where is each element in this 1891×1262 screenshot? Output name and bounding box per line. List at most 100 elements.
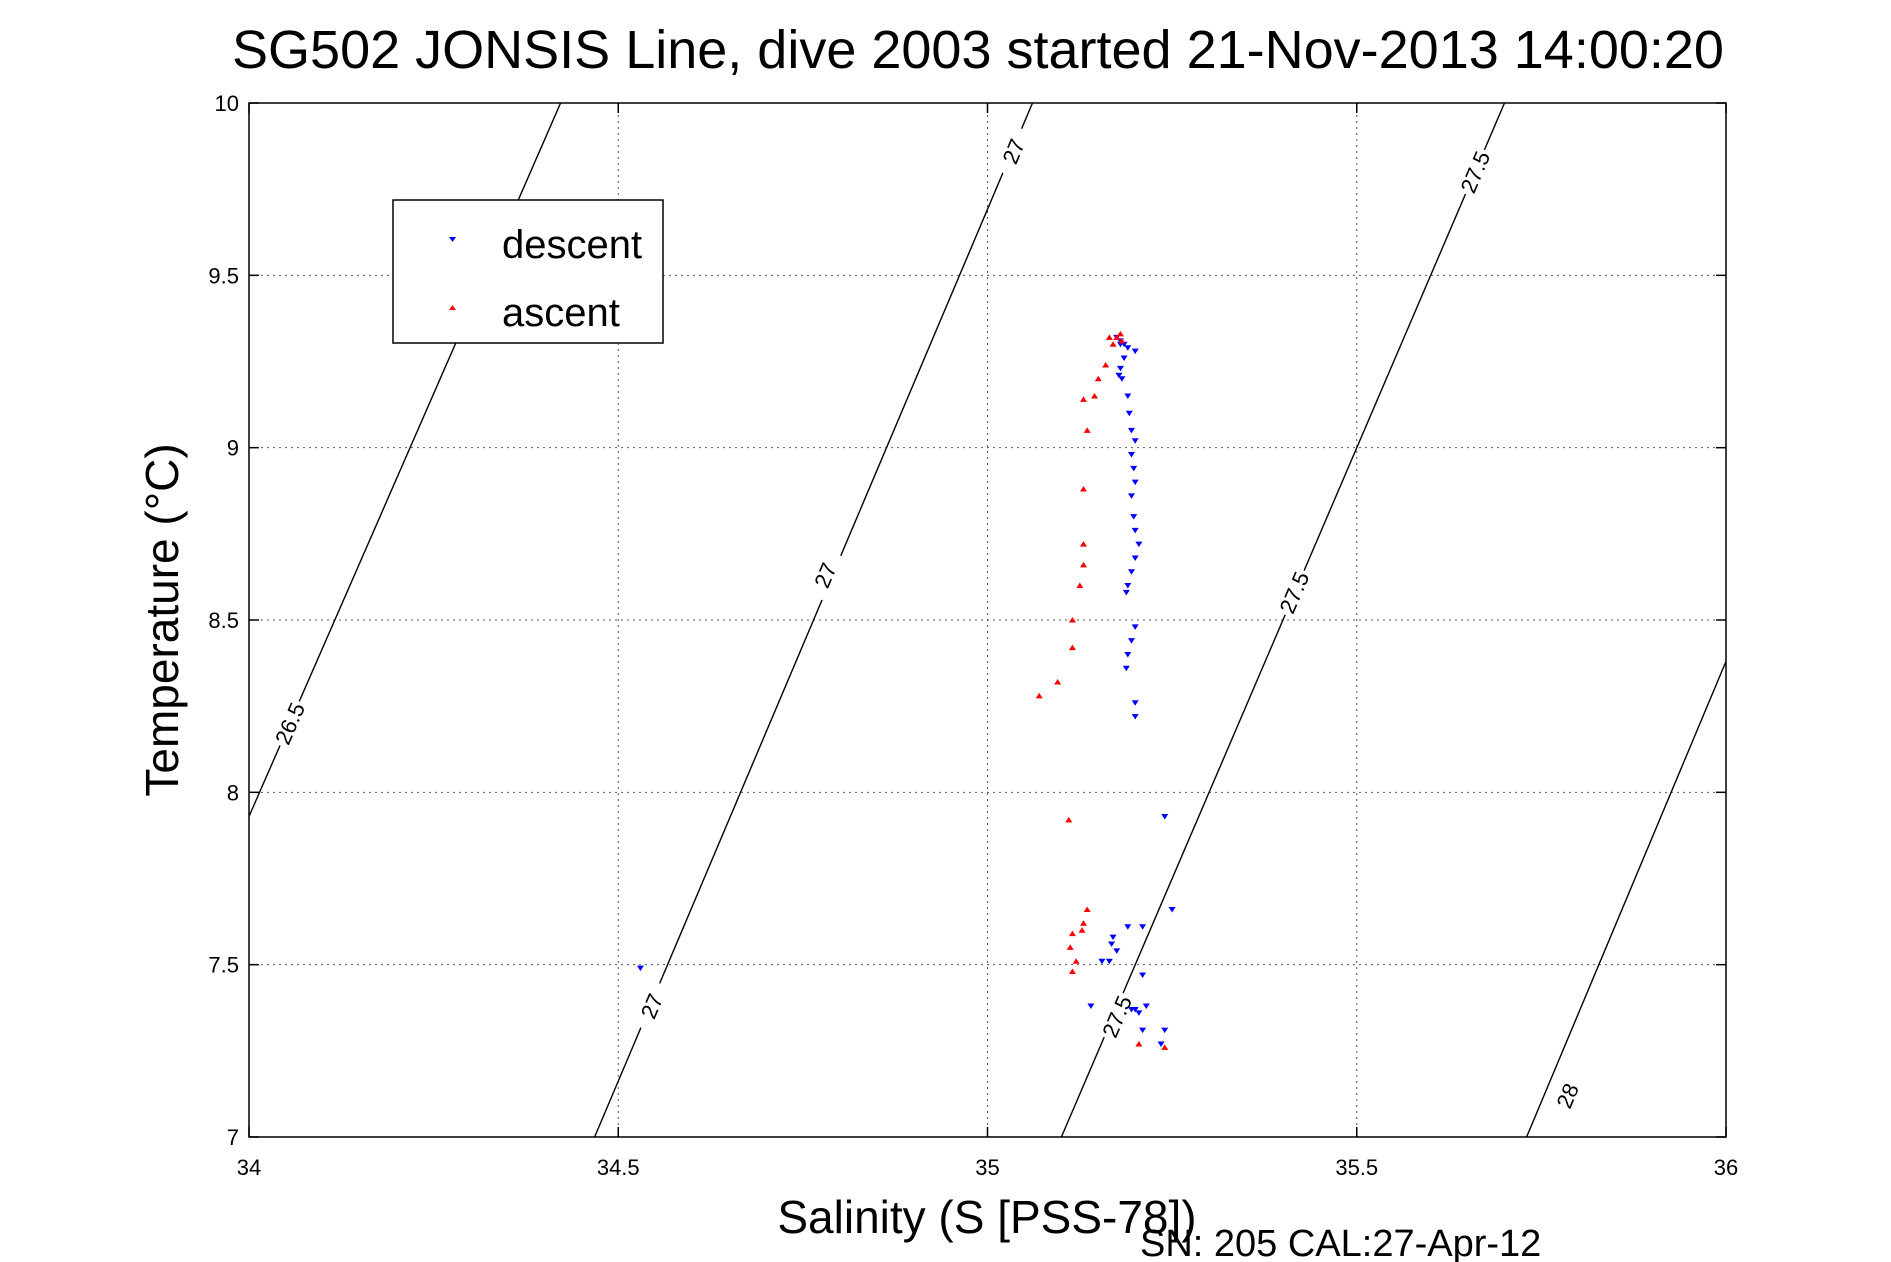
- descent-point: [1139, 1027, 1147, 1034]
- descent-point: [1128, 493, 1136, 499]
- ascent-point: [1068, 644, 1076, 651]
- ascent-point: [1113, 334, 1121, 340]
- x-tick-label: 35: [975, 1155, 999, 1180]
- ascent-point: [1080, 561, 1088, 568]
- calibration-note: SN: 205 CAL:27-Apr-12: [1140, 1223, 1541, 1262]
- descent-point: [1087, 1003, 1095, 1010]
- x-tick-label: 34.5: [597, 1155, 640, 1180]
- y-tick-label: 7.5: [208, 953, 239, 978]
- descent-point: [1139, 924, 1147, 930]
- descent-point: [636, 965, 644, 972]
- ascent-point: [1083, 906, 1091, 913]
- x-tick-label: 34: [237, 1155, 261, 1180]
- y-axis-label: Temperature (°C): [136, 443, 188, 796]
- legend: descent ascent: [392, 199, 664, 344]
- x-axis-label: Salinity (S [PSS-78]): [777, 1191, 1196, 1243]
- descent-point: [1124, 393, 1132, 399]
- descent-point: [1125, 410, 1133, 417]
- ascent-point: [1054, 679, 1062, 685]
- descent-point: [1108, 941, 1116, 947]
- ascent-point: [1094, 375, 1102, 382]
- descent-point: [1142, 1003, 1150, 1010]
- isopycnal-label-background: [993, 124, 1033, 178]
- ascent-point: [1091, 392, 1099, 399]
- descent-point: [1131, 624, 1139, 630]
- isopycnal-label-background: [805, 548, 845, 602]
- ascent-point: [1083, 427, 1091, 433]
- ascent-point: [1080, 541, 1088, 547]
- ascent-point: [1068, 968, 1076, 975]
- descent-point: [1118, 376, 1126, 382]
- descent-point: [1139, 972, 1147, 979]
- isopycnal-label-background: [632, 979, 672, 1033]
- isopycnal-label-background: [1547, 1069, 1587, 1122]
- descent-point: [1098, 958, 1106, 965]
- descent-point: [1161, 1027, 1169, 1034]
- descent-point: [1131, 348, 1139, 355]
- ascent-point: [1161, 1044, 1169, 1050]
- isopycnal-label-background: [269, 696, 310, 750]
- isopycnal-label: 27.5: [1455, 147, 1495, 196]
- ascent-point: [1135, 1040, 1143, 1047]
- legend-descent-marker: [449, 237, 456, 242]
- isopycnal-label-background: [1455, 145, 1495, 199]
- descent-point: [1124, 651, 1132, 658]
- descent-point: [1131, 714, 1139, 720]
- ascent-point: [1080, 920, 1088, 926]
- y-tick-label: 7: [227, 1125, 239, 1150]
- descent-point: [1128, 452, 1136, 458]
- descent-point: [1124, 583, 1132, 589]
- descent-point: [1109, 934, 1117, 941]
- y-tick-label: 9.5: [208, 263, 239, 288]
- descent-point: [1122, 665, 1130, 672]
- data-points: [636, 330, 1176, 1050]
- descent-point: [1128, 638, 1136, 644]
- descent-point: [1128, 427, 1136, 434]
- descent-point: [1116, 365, 1124, 372]
- legend-ascent-label: ascent: [502, 291, 620, 335]
- descent-point: [1124, 924, 1132, 930]
- descent-point: [1120, 355, 1128, 362]
- x-tick-label: 35.5: [1335, 1155, 1378, 1180]
- ascent-point: [1065, 816, 1073, 823]
- descent-point: [1113, 948, 1121, 954]
- ascent-point: [1109, 341, 1117, 347]
- ascent-point: [1066, 944, 1074, 950]
- isopycnal-label-background: [1274, 566, 1314, 619]
- chart-title: SG502 JONSIS Line, dive 2003 started 21-…: [232, 20, 1724, 80]
- x-tick-label: 36: [1714, 1155, 1738, 1180]
- isopycnal-line-27.5: [1060, 102, 1506, 1138]
- y-tick-label: 9: [227, 436, 239, 461]
- legend-descent-label: descent: [502, 223, 642, 267]
- descent-point: [1115, 372, 1123, 379]
- descent-point: [1161, 813, 1169, 820]
- ascent-point: [1078, 927, 1086, 933]
- descent-point: [1157, 1041, 1165, 1047]
- descent-point: [1122, 589, 1130, 596]
- ascent-point: [1102, 361, 1110, 368]
- descent-point: [1128, 569, 1136, 575]
- ascent-point: [1035, 692, 1043, 699]
- descent-point: [1130, 514, 1138, 520]
- legend-ascent-marker: [449, 305, 456, 310]
- isopycnal-line-28: [1525, 661, 1727, 1138]
- y-tick-label: 10: [215, 91, 239, 116]
- descent-point: [1124, 345, 1132, 351]
- isopycnal-label: 26.5: [270, 699, 310, 748]
- ascent-point: [1068, 930, 1076, 937]
- ascent-point: [1080, 486, 1088, 492]
- ascent-point: [1072, 958, 1080, 964]
- descent-point: [1131, 527, 1139, 534]
- ascent-point: [1080, 396, 1088, 402]
- legend-box: [392, 199, 664, 344]
- descent-point: [1131, 555, 1139, 561]
- isopycnal-label: 27.5: [1097, 992, 1137, 1041]
- ascent-point: [1076, 582, 1084, 589]
- axis-ticks: 34 34.5 35 35.5 36 7 7.5 8 8.5 9 9.5 10: [208, 91, 1738, 1180]
- isopycnal-line-27: [593, 102, 1034, 1138]
- descent-point: [1130, 465, 1138, 472]
- descent-point: [1135, 1010, 1143, 1016]
- ascent-point: [1068, 617, 1076, 623]
- descent-point: [1135, 541, 1143, 548]
